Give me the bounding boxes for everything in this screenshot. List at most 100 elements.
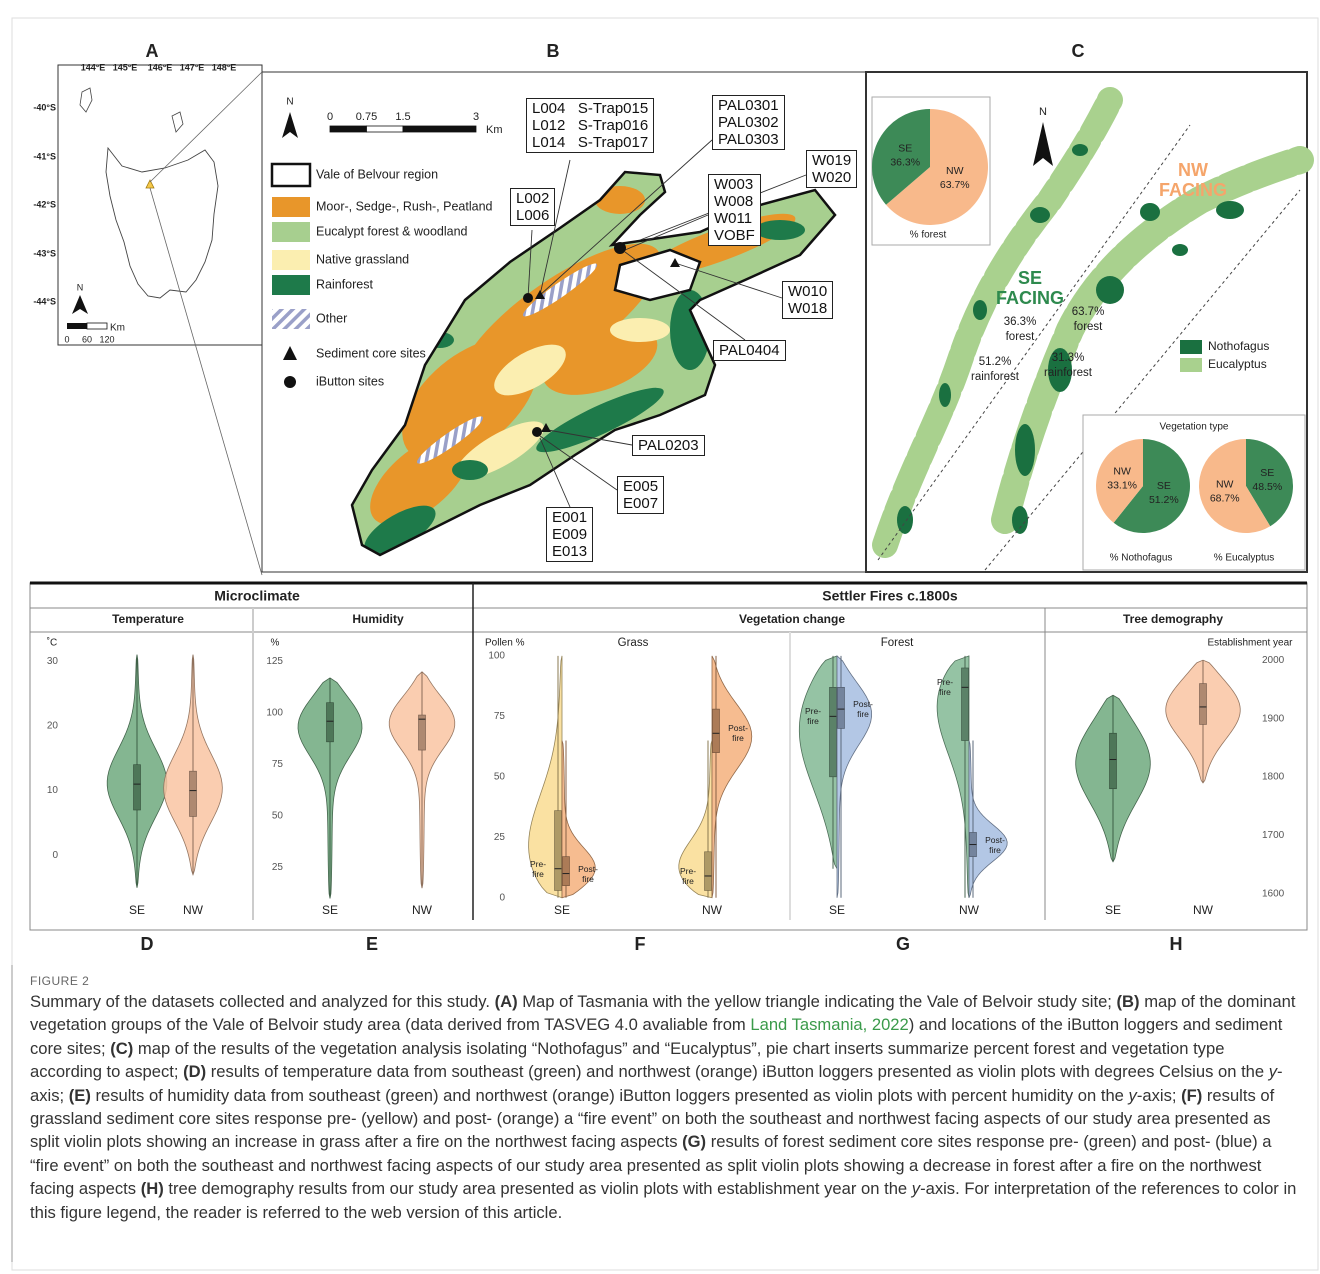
caption-text: Summary of the datasets collected and an… xyxy=(30,992,495,1011)
y-tick-label: 25 xyxy=(272,862,284,873)
north-label: N xyxy=(1039,106,1047,118)
caption-text: y xyxy=(1128,1085,1137,1105)
violin-box xyxy=(1109,732,1117,790)
y-tick-label: 75 xyxy=(272,759,284,770)
y-tick-label: 100 xyxy=(266,708,283,719)
caption-text: (A) xyxy=(494,992,518,1011)
split-label: Post- fire xyxy=(985,834,1005,855)
pie-value-label: 36.3% xyxy=(890,156,920,168)
legend-label: Moor-, Sedge-, Rush-, Peatland xyxy=(316,199,493,213)
lon-tick-label: 147°E xyxy=(180,62,205,72)
map-label: 36.3% forest xyxy=(1003,316,1037,343)
legend-label: Eucalypt forest & woodland xyxy=(316,224,468,238)
violin-box xyxy=(704,851,712,891)
y-axis-label: ˚C xyxy=(47,637,58,649)
site-label: PAL0301 PAL0302 PAL0303 xyxy=(712,95,785,150)
y-tick-label: 100 xyxy=(488,651,505,662)
subheader: Tree demography xyxy=(1123,612,1223,626)
lat-tick-label: -42°S xyxy=(33,199,56,209)
split-label: Post- fire xyxy=(728,723,748,744)
site-label: L002 L006 xyxy=(510,188,556,226)
site-label: W003 W008 W011 VOBF xyxy=(708,174,761,246)
pie-slice xyxy=(1113,439,1190,533)
split-label: Pre- fire xyxy=(529,858,547,879)
header: Settler Fires c.1800s xyxy=(822,588,958,604)
pie-name: SE xyxy=(898,142,912,154)
x-tick-label: SE xyxy=(1105,903,1121,917)
site-label: E001 E009 E013 xyxy=(546,507,594,562)
y-tick-label: 1900 xyxy=(1262,713,1285,724)
legend-label: Rainforest xyxy=(316,277,373,291)
pie-value-label: 68.7% xyxy=(1210,493,1240,505)
y-tick-label: 0 xyxy=(499,892,505,903)
y-tick-label: 50 xyxy=(494,771,506,782)
scale-tick-label: 60 xyxy=(82,334,92,344)
aspect-label: NW FACING xyxy=(1158,160,1228,200)
violin-body xyxy=(936,655,970,898)
caption-text: (D) xyxy=(183,1062,207,1082)
subheader: Humidity xyxy=(352,612,404,626)
panel-letter: G xyxy=(896,934,910,954)
violin-box xyxy=(189,770,197,817)
split-label: Pre- fire xyxy=(679,865,697,886)
caption-text: -axis; xyxy=(30,1062,1283,1105)
pie-slice xyxy=(1096,439,1143,523)
caption-text: (G) xyxy=(682,1132,707,1152)
caption-text: results of humidity data from southeast … xyxy=(90,1085,1129,1105)
site-label: E005 E007 xyxy=(617,476,665,514)
x-tick-label: SE xyxy=(322,903,338,917)
site-label: PAL0203 xyxy=(632,435,705,456)
violin-body xyxy=(678,740,713,899)
y-tick-label: 30 xyxy=(47,656,59,667)
legend-label: iButton sites xyxy=(316,374,384,388)
pie-value-label: 63.7% xyxy=(940,179,970,191)
pie-slice xyxy=(886,109,989,225)
split-label: Pre- fire xyxy=(936,677,954,698)
panel-letter: A xyxy=(146,41,159,61)
y-tick-label: 1600 xyxy=(1262,889,1285,900)
caption-text: results of temperature data from southea… xyxy=(206,1062,1269,1082)
x-tick-label: SE xyxy=(129,903,145,917)
header: Microclimate xyxy=(214,588,300,604)
lat-tick-label: -41°S xyxy=(33,151,56,161)
caption-label: FIGURE 2 xyxy=(30,974,90,988)
y-tick-label: 1800 xyxy=(1262,772,1285,783)
site-label: PAL0404 xyxy=(713,340,786,361)
inset-title: Vegetation type xyxy=(1160,422,1229,433)
lower-frame xyxy=(29,581,1308,931)
map-label: 63.7% forest xyxy=(1071,306,1105,333)
caption-text[interactable]: Land Tasmania, 2022 xyxy=(750,1015,909,1035)
y-tick-label: 125 xyxy=(266,656,283,667)
violin-box xyxy=(562,856,570,886)
caption-text: y xyxy=(1268,1062,1278,1082)
caption-text: map of the dominant vegetation groups of… xyxy=(30,992,1296,1035)
x-tick-label: NW xyxy=(959,903,980,917)
pie-name: NW xyxy=(1216,479,1234,491)
pie-slice xyxy=(1246,439,1294,527)
x-tick-label: SE xyxy=(554,903,570,917)
panel-letter: B xyxy=(547,41,560,61)
lon-tick-label: 145°E xyxy=(113,62,138,72)
lon-tick-label: 148°E xyxy=(212,62,237,72)
pie-title: % forest xyxy=(910,230,947,241)
violin-box xyxy=(133,764,141,811)
violin-box xyxy=(1199,683,1207,725)
lat-tick-label: -43°S xyxy=(33,248,56,258)
split-label: Post- fire xyxy=(853,699,873,720)
y-axis-label: Establishment year xyxy=(1207,638,1293,649)
aspect-map xyxy=(871,87,1314,571)
caption-text: -axis. For interpretation of the referen… xyxy=(30,1179,1297,1222)
caption-text: results of forest sediment core sites re… xyxy=(30,1132,1272,1199)
scale-tick-label: 0.75 xyxy=(356,111,377,123)
legend-label: Eucalyptus xyxy=(1208,357,1267,371)
panel-letter: E xyxy=(366,934,378,954)
scale-tick-label: 0 xyxy=(64,334,69,344)
caption-text: map of the results of the vegetation ana… xyxy=(30,1038,1225,1082)
pie-name: SE xyxy=(1157,480,1171,492)
pie-title: % Nothofagus xyxy=(1110,553,1173,564)
y-tick-label: 10 xyxy=(47,785,59,796)
pie-value-label: 51.2% xyxy=(1149,494,1179,506)
lon-tick-label: 146°E xyxy=(148,62,173,72)
